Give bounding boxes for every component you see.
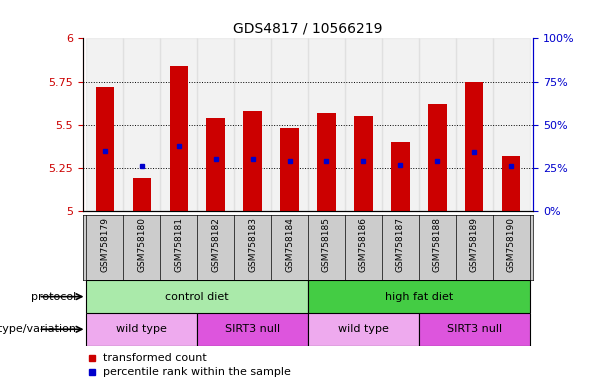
Text: GSM758185: GSM758185 [322,217,331,272]
Text: genotype/variation: genotype/variation [0,324,77,334]
Text: GSM758187: GSM758187 [396,217,405,272]
Text: percentile rank within the sample: percentile rank within the sample [103,367,291,377]
Bar [234,38,271,211]
Bar [419,313,530,346]
Text: GSM758189: GSM758189 [470,217,479,272]
Bar [308,38,345,211]
Text: protocol: protocol [31,291,77,302]
Bar [455,38,493,211]
Text: SIRT3 null: SIRT3 null [225,324,280,334]
Bar [318,113,336,211]
Bar [308,313,419,346]
Text: GSM758181: GSM758181 [174,217,183,272]
Bar [428,104,446,211]
Text: wild type: wild type [338,324,389,334]
Text: GSM758183: GSM758183 [248,217,257,272]
Text: GSM758190: GSM758190 [507,217,516,272]
Bar [493,38,530,211]
Bar [170,66,188,211]
Bar [271,38,308,211]
Bar [86,313,197,346]
Bar [391,142,409,211]
Text: high fat diet: high fat diet [385,291,453,302]
Text: wild type: wild type [116,324,167,334]
Text: SIRT3 null: SIRT3 null [447,324,502,334]
Bar [502,156,520,211]
Bar [86,280,308,313]
Text: GSM758186: GSM758186 [359,217,368,272]
Bar [465,82,484,211]
Text: GSM758182: GSM758182 [211,217,220,272]
Title: GDS4817 / 10566219: GDS4817 / 10566219 [234,22,383,36]
Text: GSM758180: GSM758180 [137,217,147,272]
Bar [197,313,308,346]
Bar [207,118,225,211]
Bar [132,178,151,211]
Bar [345,38,382,211]
Bar [123,38,161,211]
Bar [243,111,262,211]
Bar [86,38,123,211]
Bar [308,280,530,313]
Text: transformed count: transformed count [103,353,207,363]
Bar [280,128,299,211]
Text: GSM758188: GSM758188 [433,217,442,272]
Text: GSM758179: GSM758179 [101,217,109,272]
Bar [382,38,419,211]
Bar [96,87,114,211]
Bar [197,38,234,211]
Text: GSM758184: GSM758184 [285,217,294,272]
Bar [161,38,197,211]
Text: control diet: control diet [166,291,229,302]
Bar [354,116,373,211]
Bar [419,38,455,211]
